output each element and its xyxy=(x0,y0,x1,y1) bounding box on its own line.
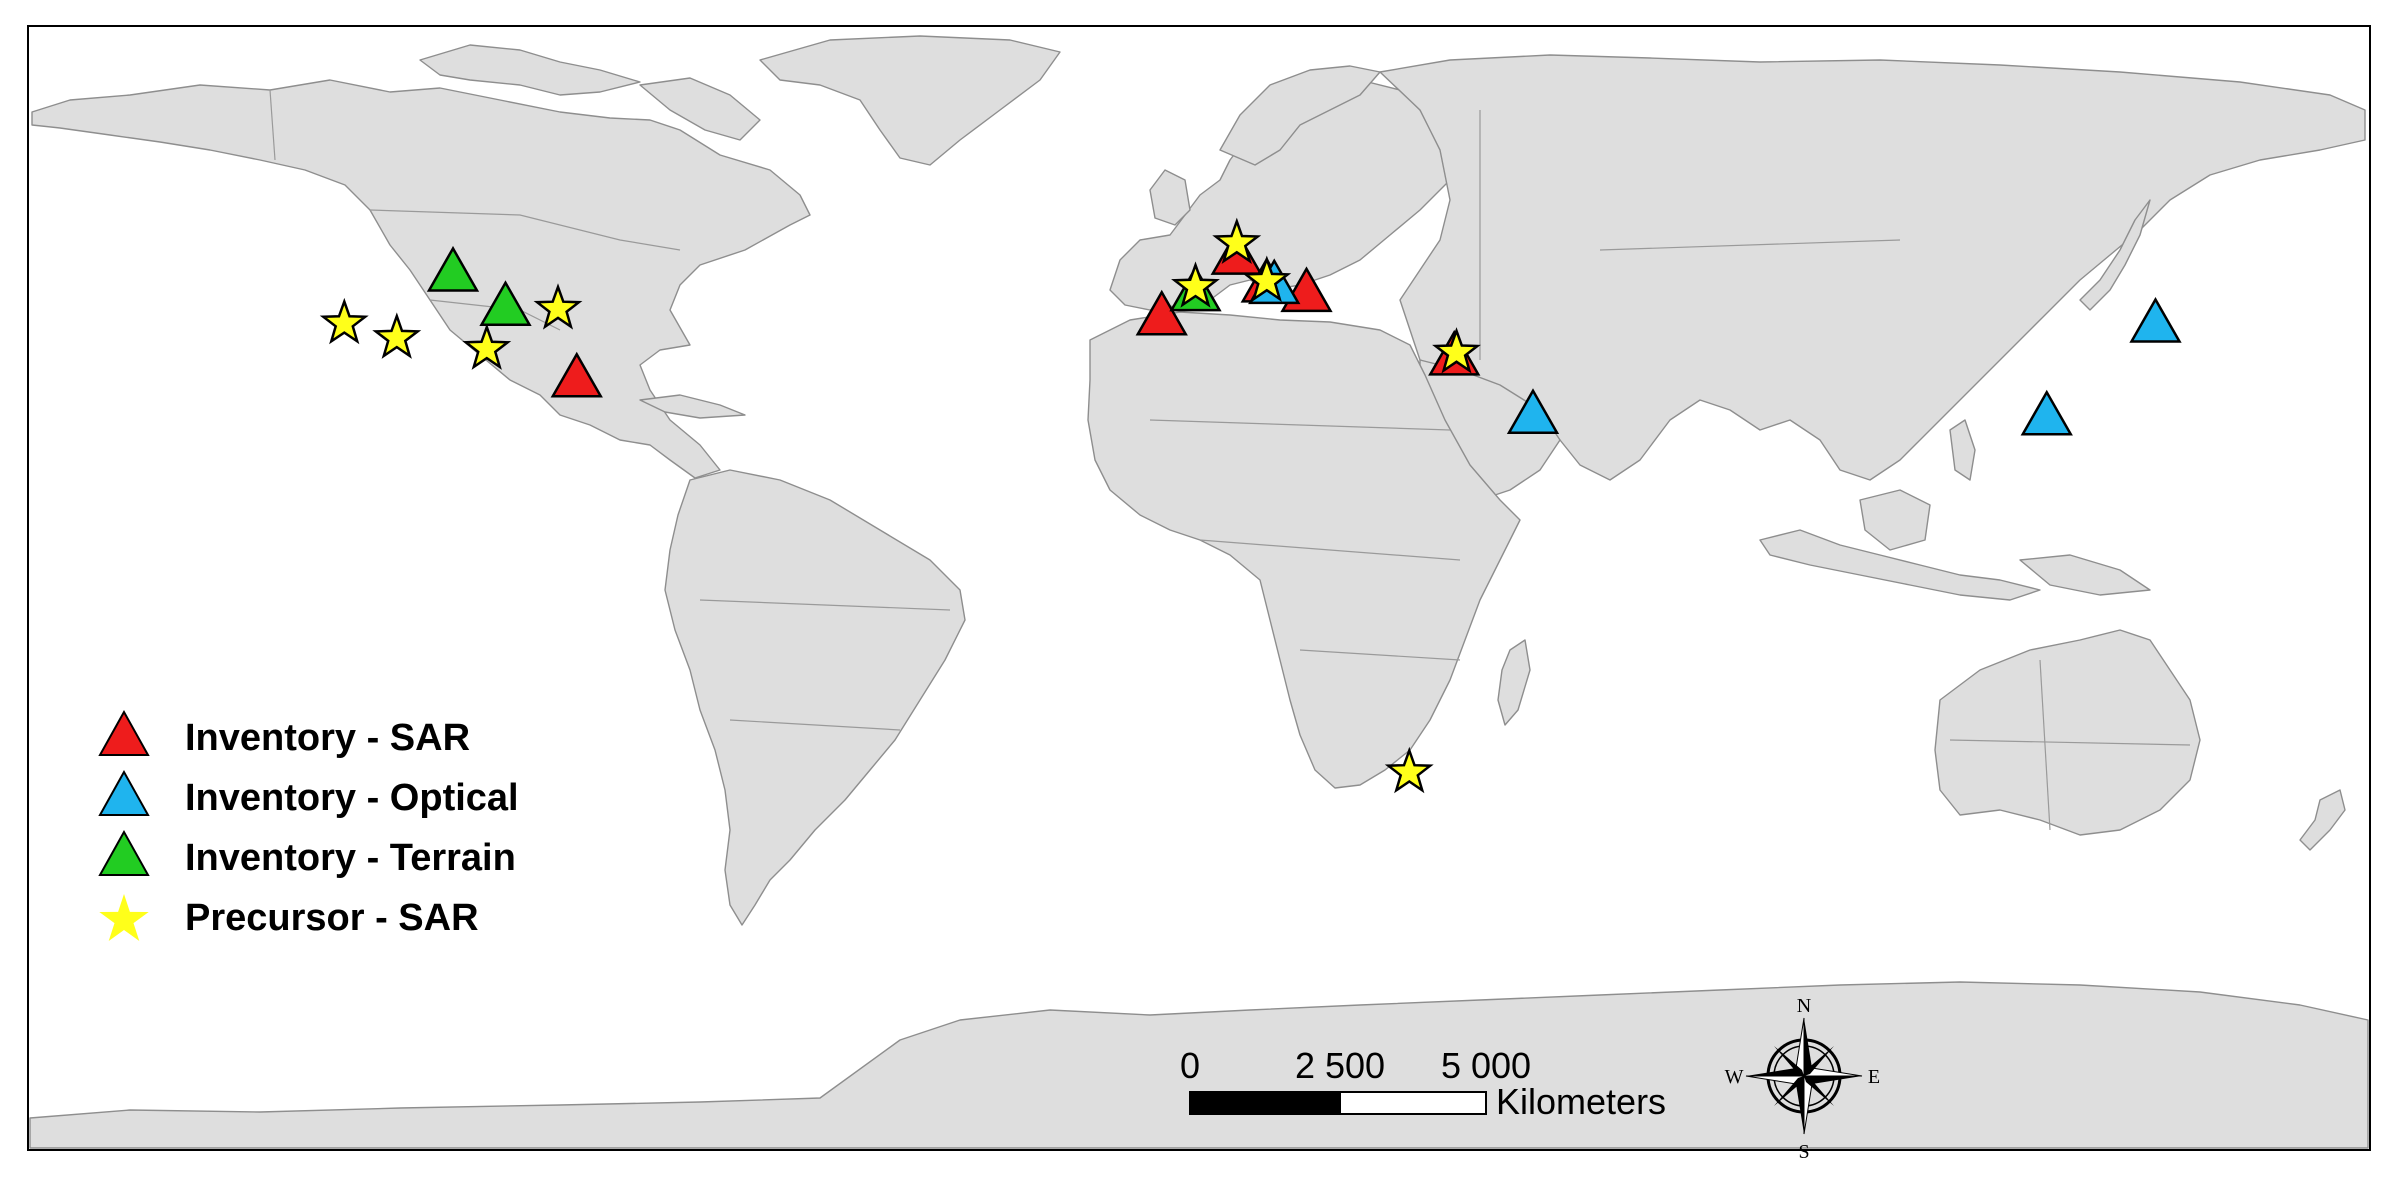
scale-unit: Kilometers xyxy=(1496,1081,1666,1122)
scale-bar: 0 2 500 5 000 Kilometers xyxy=(1180,1045,1666,1122)
japan xyxy=(2079,199,2151,311)
red-triangle-icon xyxy=(98,709,150,756)
yellow-star-icon xyxy=(99,894,149,941)
country-borders xyxy=(269,89,2191,831)
precursor-sar-star-marker xyxy=(319,297,369,345)
precursor-sar-star-marker xyxy=(533,283,583,330)
compass-s: S xyxy=(1798,1141,1809,1163)
inventory-terrain-triangle-marker xyxy=(479,280,532,327)
legend: Inventory - SAR Inventory - Optical Inve… xyxy=(98,709,519,941)
inventory-optical-triangle-marker xyxy=(2020,389,2073,436)
south-america xyxy=(664,469,966,926)
new-guinea xyxy=(2019,554,2151,596)
compass-e: E xyxy=(1868,1066,1880,1088)
scale-tick-5000: 5 000 xyxy=(1441,1045,1531,1086)
precursor-sar-star-marker xyxy=(1171,261,1220,308)
scale-tick-2500: 2 500 xyxy=(1295,1045,1385,1086)
green-triangle-icon xyxy=(98,829,150,876)
compass-w: W xyxy=(1725,1066,1744,1088)
scale-tick-0: 0 xyxy=(1180,1045,1200,1086)
greenland xyxy=(759,35,1061,166)
baffin-island xyxy=(639,77,761,141)
legend-item-inventory-optical: Inventory - Optical xyxy=(98,769,519,819)
australia xyxy=(1934,629,2201,836)
cuba xyxy=(639,394,746,419)
marker-layer xyxy=(319,217,2182,794)
indonesia xyxy=(1759,529,2041,601)
legend-item-inventory-sar: Inventory - SAR xyxy=(98,709,470,759)
uk-ireland xyxy=(1149,169,1191,226)
inventory-sar-triangle-marker xyxy=(550,351,603,398)
inventory-sar-triangle-marker xyxy=(1135,289,1188,336)
landmasses xyxy=(29,35,2369,1149)
precursor-sar-star-marker xyxy=(1212,217,1262,264)
legend-label: Inventory - Optical xyxy=(185,777,519,819)
inventory-optical-triangle-marker xyxy=(1506,388,1560,435)
precursor-sar-star-marker xyxy=(1242,255,1292,303)
blue-triangle-icon xyxy=(98,769,150,816)
precursor-sar-star-marker xyxy=(1384,746,1434,794)
legend-item-inventory-terrain: Inventory - Terrain xyxy=(98,829,516,879)
precursor-sar-star-marker xyxy=(372,312,422,359)
madagascar xyxy=(1497,639,1531,726)
precursor-sar-star-marker xyxy=(1432,327,1481,374)
scandinavia xyxy=(1219,65,1381,166)
borneo xyxy=(1859,489,1931,551)
compass-n: N xyxy=(1797,995,1811,1017)
legend-label: Inventory - Terrain xyxy=(185,837,516,879)
precursor-sar-star-marker xyxy=(462,323,512,370)
legend-label: Inventory - SAR xyxy=(185,717,470,759)
compass-rose-icon: N S E W xyxy=(1725,995,1881,1163)
arctic-islands xyxy=(419,44,641,96)
inventory-terrain-triangle-marker xyxy=(426,245,480,292)
legend-item-precursor-sar: Precursor - SAR xyxy=(99,894,479,941)
philippines xyxy=(1949,419,1976,481)
legend-label: Precursor - SAR xyxy=(185,897,479,939)
new-zealand xyxy=(2299,789,2346,851)
scale-segment-light xyxy=(1339,1091,1487,1115)
inventory-optical-triangle-marker xyxy=(2129,297,2182,343)
scale-segment-dark xyxy=(1189,1091,1341,1115)
